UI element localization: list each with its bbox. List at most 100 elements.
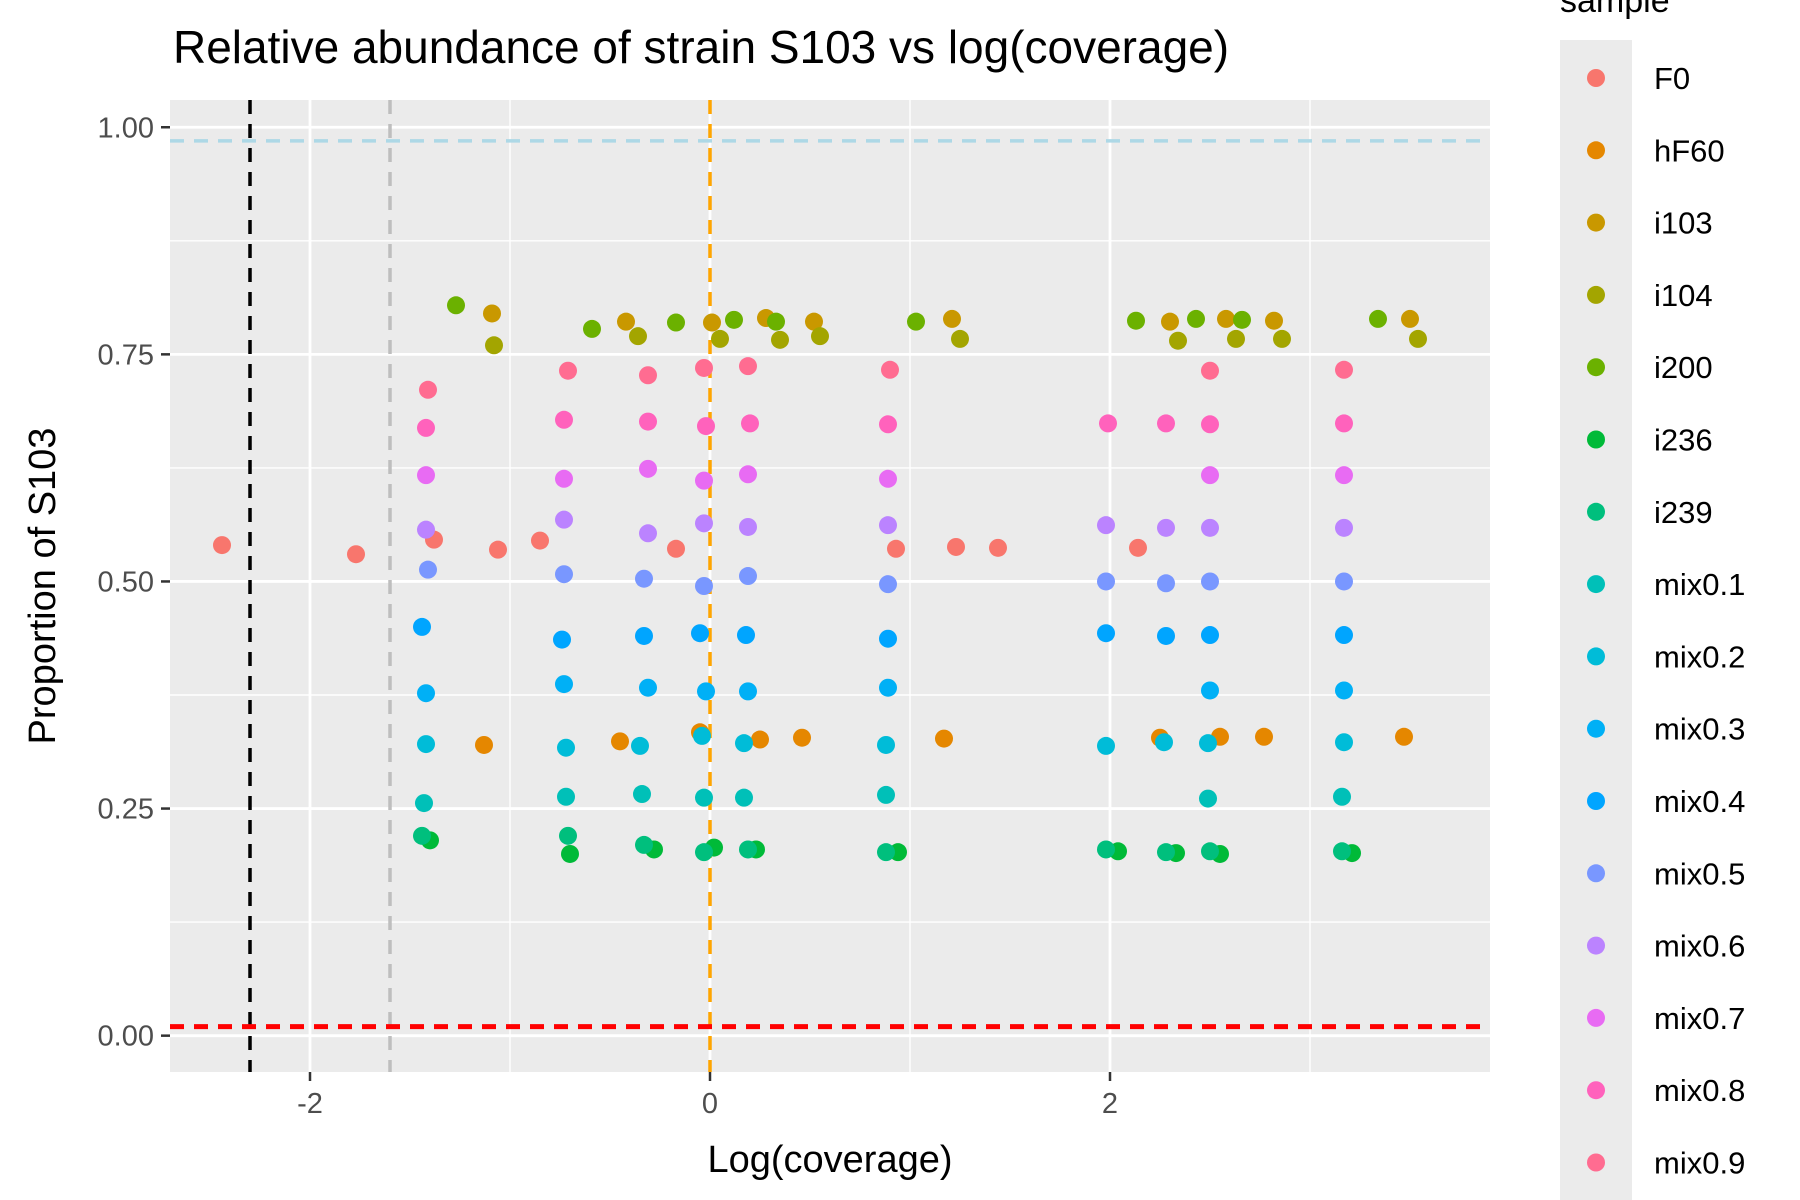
data-point [531, 531, 549, 550]
series-mix0.9 [419, 357, 1353, 399]
data-point [693, 726, 711, 745]
legend-label: mix0.7 [1654, 1001, 1745, 1036]
data-point [1099, 414, 1117, 433]
data-point [667, 539, 685, 558]
data-point [1201, 361, 1219, 380]
data-point [1157, 518, 1175, 537]
series-mix0.8 [417, 410, 1353, 437]
data-point [1335, 466, 1353, 485]
legend-label: mix0.4 [1654, 784, 1745, 819]
legend-key [1587, 1008, 1605, 1027]
data-point [639, 366, 657, 385]
data-point [347, 545, 365, 564]
data-point [695, 471, 713, 490]
data-point [811, 327, 829, 346]
data-point [639, 412, 657, 431]
legend-item-mix0.6: mix0.6 [1587, 929, 1745, 964]
series-mix0.6 [417, 510, 1353, 543]
legend-label: mix0.1 [1654, 567, 1745, 602]
legend-key [1587, 1081, 1605, 1100]
legend-item-mix0.8: mix0.8 [1587, 1073, 1745, 1108]
data-point [413, 617, 431, 636]
data-point [737, 626, 755, 645]
data-point [417, 684, 435, 703]
data-point [697, 417, 715, 436]
data-point [703, 313, 721, 332]
data-point [1169, 331, 1187, 350]
data-point [767, 312, 785, 331]
data-point [485, 336, 503, 355]
series-i104 [485, 327, 1427, 355]
data-point [1097, 736, 1115, 755]
legend-key [1587, 502, 1605, 521]
data-point [555, 675, 573, 694]
data-point [695, 843, 713, 862]
data-point [907, 312, 925, 331]
data-point [1161, 312, 1179, 331]
series-i239 [413, 826, 1351, 862]
data-point [417, 520, 435, 539]
chart-title: Relative abundance of strain S103 vs log… [173, 21, 1229, 73]
legend-item-i104: i104 [1587, 278, 1713, 313]
data-point [1273, 329, 1291, 348]
data-point [877, 735, 895, 754]
data-point [1129, 538, 1147, 557]
data-point [1335, 572, 1353, 591]
data-point [1127, 311, 1145, 330]
series-i103 [483, 304, 1419, 332]
data-point [629, 327, 647, 346]
data-point [739, 517, 757, 536]
data-point [805, 312, 823, 331]
series-mix0.1 [415, 785, 1351, 813]
series-mix0.4 [413, 617, 1353, 649]
legend-item-hF60: hF60 [1587, 133, 1725, 168]
data-point [639, 678, 657, 697]
data-point [879, 415, 897, 434]
data-point [1409, 329, 1427, 348]
data-point [1157, 414, 1175, 433]
data-point [1201, 466, 1219, 485]
data-point [739, 567, 757, 586]
plot-panel [170, 100, 1490, 1072]
y-tick-label: 0.50 [98, 566, 154, 598]
data-point [633, 785, 651, 804]
data-point [617, 312, 635, 331]
data-point [419, 380, 437, 399]
legend-item-i236: i236 [1587, 423, 1713, 458]
legend-label: i239 [1654, 495, 1713, 530]
data-point [667, 313, 685, 332]
legend-item-mix0.1: mix0.1 [1587, 567, 1745, 602]
data-point [555, 510, 573, 529]
legend-key [1587, 719, 1605, 738]
data-point [1335, 733, 1353, 752]
data-point [695, 577, 713, 595]
legend-label: i200 [1654, 350, 1713, 385]
data-point [635, 835, 653, 854]
legend-key [1587, 864, 1605, 883]
data-point [631, 736, 649, 755]
y-tick-label: 0.00 [98, 1021, 154, 1053]
legend-item-i200: i200 [1587, 350, 1713, 385]
legend-item-mix0.7: mix0.7 [1587, 1001, 1745, 1036]
data-point [1335, 414, 1353, 433]
data-point [793, 728, 811, 747]
data-point [555, 469, 573, 488]
data-point [751, 730, 769, 749]
data-point [881, 360, 899, 379]
data-point [1333, 787, 1351, 806]
data-points [213, 296, 1427, 863]
data-point [741, 414, 759, 433]
data-point [1157, 843, 1175, 862]
data-point [887, 539, 905, 558]
data-point [1369, 309, 1387, 328]
legend-item-mix0.2: mix0.2 [1587, 639, 1745, 674]
legend-item-F0: F0 [1587, 61, 1690, 96]
data-point [725, 310, 743, 329]
y-tick-label: 1.00 [98, 112, 154, 144]
data-point [1217, 309, 1235, 328]
y-axis-title: Proportion of S103 [22, 428, 64, 745]
legend-key [1587, 69, 1605, 87]
data-point [639, 524, 657, 543]
data-point [739, 682, 757, 701]
data-point [879, 575, 897, 594]
